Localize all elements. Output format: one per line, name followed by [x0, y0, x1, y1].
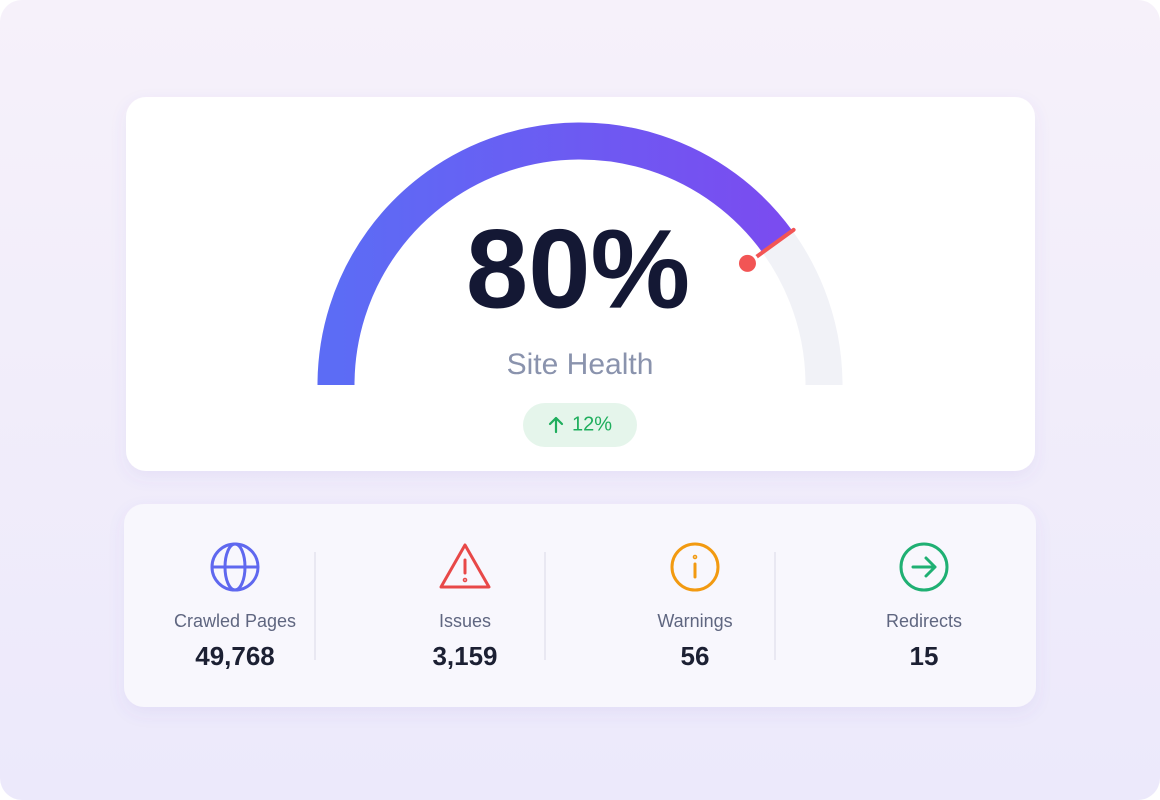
gauge	[317, 122, 843, 386]
stat-label: Warnings	[657, 611, 732, 631]
stats-card	[124, 504, 1036, 707]
stat-value: 15	[910, 641, 939, 671]
warning-icon	[439, 543, 491, 589]
stat-value: 56	[681, 641, 710, 671]
gauge-value: 80%	[466, 207, 690, 332]
change-pill	[523, 403, 637, 447]
gauge-label: Site Health	[507, 348, 654, 381]
redirect-icon	[899, 542, 949, 592]
stat-label: Crawled Pages	[174, 611, 296, 631]
info-icon	[670, 542, 720, 592]
change-value: 12%	[572, 413, 612, 435]
up-arrow-icon	[548, 416, 564, 434]
gauge-arc	[317, 122, 793, 386]
stat-value: 49,768	[195, 641, 275, 671]
stat-label: Redirects	[886, 611, 962, 631]
globe-icon	[210, 542, 260, 592]
gauge-needle-dot	[735, 251, 759, 275]
dividers	[314, 552, 776, 660]
stat-value: 3,159	[432, 641, 497, 671]
stat-label: Issues	[439, 611, 491, 631]
